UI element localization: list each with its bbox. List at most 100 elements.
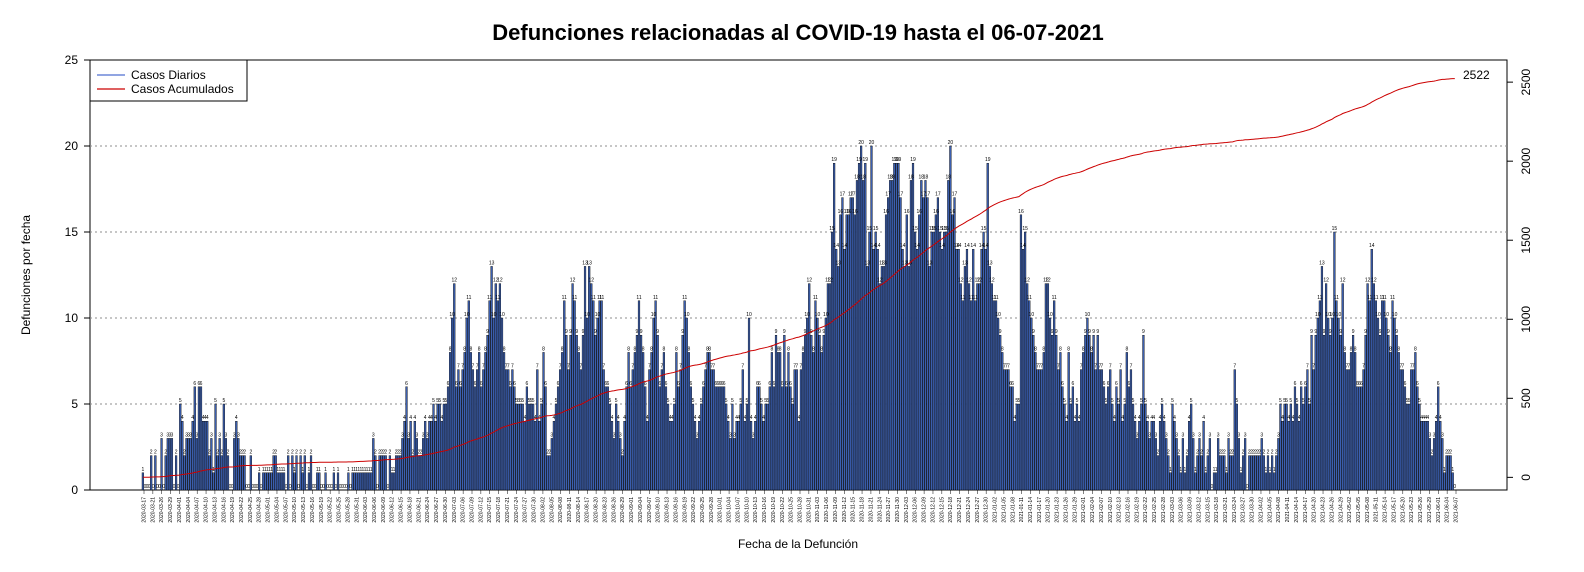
bar xyxy=(150,455,153,491)
x-tick-label: 2020-08-11 xyxy=(567,497,573,522)
bar xyxy=(262,472,265,491)
bar-data-label: 2 xyxy=(1196,450,1199,456)
bar-data-label: 19 xyxy=(910,157,916,163)
bar-data-label: 2 xyxy=(1177,450,1180,456)
bar-data-label: 2 xyxy=(241,450,244,456)
x-tick-label: 2021-04-08 xyxy=(1276,497,1282,523)
bar-data-label: 2 xyxy=(1206,450,1209,456)
bar xyxy=(1019,214,1023,491)
y-axis-label: Defunciones por fecha xyxy=(19,215,33,335)
bar xyxy=(824,317,827,491)
bar-data-label: 5 xyxy=(667,398,670,404)
bar-data-label: 4 xyxy=(181,415,184,421)
bar xyxy=(936,197,939,491)
bar xyxy=(903,266,906,491)
x-tick-label: 2020-10-07 xyxy=(735,497,741,523)
bar-data-label: 2 xyxy=(546,450,549,456)
bar xyxy=(411,455,414,491)
bar-data-label: 2 xyxy=(243,450,246,456)
bar xyxy=(855,180,859,491)
bar xyxy=(187,438,190,491)
bar xyxy=(1138,421,1141,491)
bar xyxy=(1102,386,1106,491)
bar xyxy=(1190,403,1193,491)
x-tick-label: 2020-11-27 xyxy=(886,497,892,522)
bar-data-label: 1 xyxy=(1194,467,1197,473)
bar-data-label: 5 xyxy=(432,398,435,404)
bar xyxy=(660,369,663,491)
bar-data-label: 2 xyxy=(164,450,167,456)
bar-data-label: 2 xyxy=(216,450,219,456)
bar xyxy=(563,300,566,491)
bar-data-label: 5 xyxy=(179,398,182,404)
x-tick-label: 2020-06-06 xyxy=(372,497,378,523)
bar-data-label: 10 xyxy=(684,312,690,318)
bar xyxy=(1343,352,1346,491)
bar xyxy=(529,403,533,491)
bar-data-label: 4 xyxy=(1420,415,1423,421)
bar-data-label: 3 xyxy=(407,432,410,438)
bar xyxy=(1021,248,1025,491)
bar-data-label: 10 xyxy=(1325,312,1331,318)
legend-box xyxy=(89,59,248,102)
bar-data-label: 4 xyxy=(1298,415,1301,421)
bar xyxy=(1318,300,1321,491)
bar-data-label: 2 xyxy=(1242,450,1245,456)
bar xyxy=(934,214,937,491)
bar xyxy=(853,214,856,491)
bar-data-label: 12 xyxy=(977,278,983,284)
bar xyxy=(446,386,450,491)
bar-data-label: 4 xyxy=(409,415,412,421)
x-tick-label: 2021-03-18 xyxy=(1214,497,1220,523)
bar-data-label: 9 xyxy=(1314,329,1317,335)
bar-data-label: 0 xyxy=(289,484,292,490)
bar-data-label: 18 xyxy=(946,174,952,180)
bar xyxy=(1200,455,1203,491)
bar-data-label: 7 xyxy=(507,364,510,370)
bar-data-label: 8 xyxy=(1354,346,1357,352)
bar-data-label: 11 xyxy=(960,295,965,301)
bar xyxy=(461,369,464,491)
bar xyxy=(307,472,311,491)
bar-data-label: 7 xyxy=(457,364,460,370)
bar-data-label: 13 xyxy=(1319,260,1325,266)
bar xyxy=(1250,455,1253,491)
bar-data-label: 5 xyxy=(1017,398,1020,404)
bar-data-label: 6 xyxy=(447,381,450,387)
bar xyxy=(814,300,817,491)
bar-data-label: 5 xyxy=(442,398,445,404)
x-tick-label: 2020-12-15 xyxy=(939,497,945,523)
bar xyxy=(1055,335,1058,491)
bar xyxy=(166,438,169,491)
bar xyxy=(1129,369,1133,491)
bar-data-label: 14 xyxy=(914,243,920,249)
x-tick-label: 2020-08-17 xyxy=(585,497,591,523)
y2-tick-label: 2500 xyxy=(1519,68,1533,95)
bar-data-label: 3 xyxy=(696,432,699,438)
bar xyxy=(1036,369,1039,491)
bar-data-label: 13 xyxy=(902,260,908,266)
bar xyxy=(214,403,217,491)
bar xyxy=(970,300,973,491)
bar-data-label: 8 xyxy=(802,346,805,352)
bar xyxy=(1107,386,1110,491)
bar-data-label: 1 xyxy=(308,467,311,473)
bar xyxy=(1142,335,1145,491)
bar xyxy=(332,472,335,491)
bar-data-label: 11 xyxy=(973,295,978,301)
bar-data-label: 9 xyxy=(1352,329,1355,335)
bar-data-label: 16 xyxy=(1018,209,1024,215)
bar-data-label: 6 xyxy=(1115,381,1118,387)
bar xyxy=(673,403,676,491)
bar-data-label: 8 xyxy=(577,346,580,352)
bar xyxy=(1219,455,1222,491)
bar xyxy=(1202,421,1205,491)
bar-data-label: 3 xyxy=(210,432,213,438)
bar xyxy=(887,197,890,491)
bar xyxy=(1198,438,1201,491)
bar xyxy=(943,231,946,491)
x-tick-label: 2020-05-04 xyxy=(274,497,280,523)
bar xyxy=(1148,438,1151,491)
bar-data-label: 2 xyxy=(303,450,306,456)
bar-data-label: 2 xyxy=(154,450,157,456)
